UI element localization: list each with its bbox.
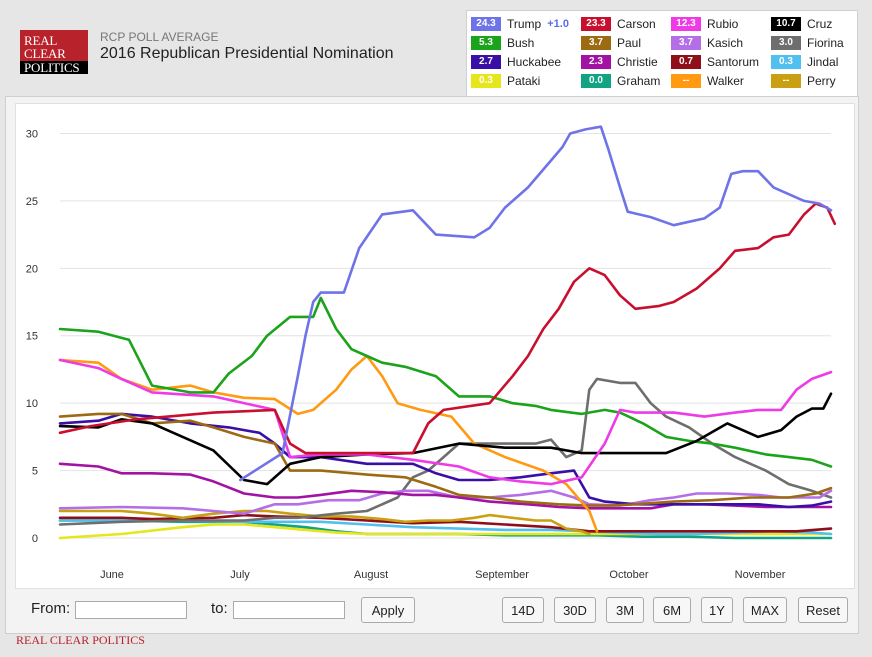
legend-label: Graham [617, 73, 661, 88]
legend-item-kasich[interactable]: 3.7 Kasich [671, 35, 743, 51]
legend-item-trump[interactable]: 24.3 Trump +1.0 [471, 16, 569, 32]
legend-value-badge: 0.3 [471, 73, 501, 88]
legend-item-perry[interactable]: -- Perry [771, 73, 836, 89]
series-line-cruz [58, 392, 833, 486]
series-line-perry [58, 509, 591, 536]
legend-label: Carson [617, 16, 656, 31]
legend-value-badge: 3.7 [671, 35, 701, 50]
legend-label: Santorum [707, 54, 760, 69]
legend-value-badge: 2.3 [581, 54, 611, 69]
y-tick-label: 10 [26, 398, 38, 410]
legend: 24.3 Trump +1.0 23.3 Carson 12.3 Rubio 10.7 Cruz… [466, 10, 858, 97]
legend-item-jindal[interactable]: 0.3 Jindal [771, 54, 838, 70]
legend-value-badge: 5.3 [471, 35, 501, 50]
legend-item-bush[interactable]: 5.3 Bush [471, 35, 534, 51]
chart-title: 2016 Republican Presidential Nomination [100, 45, 394, 62]
chart-subtitle: RCP POLL AVERAGE [100, 30, 219, 44]
series-line-kasich [58, 489, 833, 515]
rcp-logo[interactable]: REAL CLEAR POLITICS [20, 30, 88, 74]
x-tick-label: November [735, 569, 786, 581]
legend-label: Cruz [807, 16, 833, 31]
footer-brand[interactable]: REAL CLEAR POLITICS [16, 633, 145, 647]
legend-item-cruz[interactable]: 10.7 Cruz [771, 16, 832, 32]
legend-item-paul[interactable]: 3.7 Paul [581, 35, 641, 51]
legend-label: Bush [507, 35, 535, 50]
y-tick-label: 0 [32, 533, 38, 545]
legend-value-badge: 0.3 [771, 54, 801, 69]
range-1y-button[interactable]: 1Y [701, 597, 733, 623]
from-date-input[interactable] [75, 601, 187, 619]
legend-value-badge: 3.7 [581, 35, 611, 50]
series-line-fiorina [58, 377, 833, 526]
legend-label: Walker [707, 73, 744, 88]
range-30d-button[interactable]: 30D [554, 597, 596, 623]
legend-item-christie[interactable]: 2.3 Christie [581, 54, 658, 70]
series-line-bush [58, 296, 833, 468]
apply-button[interactable]: Apply [361, 597, 415, 623]
legend-label: Fiorina [807, 35, 844, 50]
series-line-paul [58, 412, 833, 507]
range-6m-button[interactable]: 6M [653, 597, 691, 623]
legend-label: Kasich [707, 35, 744, 50]
range-3m-button[interactable]: 3M [606, 597, 644, 623]
legend-value-badge: 3.0 [771, 35, 801, 50]
legend-item-pataki[interactable]: 0.3 Pataki [471, 73, 540, 89]
to-date-input[interactable] [233, 601, 345, 619]
x-tick-label: August [354, 569, 388, 581]
legend-label: Christie [617, 54, 658, 69]
legend-label: Perry [807, 73, 836, 88]
header: REAL CLEAR POLITICS RCP POLL AVERAGE 201… [0, 0, 872, 97]
legend-item-huckabee[interactable]: 2.7 Huckabee [471, 54, 561, 70]
legend-label: Trump [507, 16, 542, 31]
range-14d-button[interactable]: 14D [502, 597, 544, 623]
logo-line-1: REAL [24, 33, 58, 48]
legend-label: Paul [617, 35, 642, 50]
legend-item-fiorina[interactable]: 3.0 Fiorina [771, 35, 844, 51]
series-line-trump [239, 125, 833, 482]
line-chart: 0 5 10 15 20 25 30 June July August September Octob… [26, 125, 837, 581]
legend-value-badge: -- [671, 73, 701, 88]
legend-label: Rubio [707, 16, 739, 31]
y-tick-label: 15 [26, 331, 38, 343]
range-controls: From: to: Apply 14D 30D 3M 6M 1Y MAX Res… [15, 592, 853, 628]
legend-value-badge: 0.7 [671, 54, 701, 69]
logo-line-2: CLEAR [24, 46, 66, 61]
plot-area: 0 5 10 15 20 25 30 June July August September Octob… [15, 103, 855, 589]
legend-value-badge: 24.3 [471, 16, 501, 31]
x-tick-label: June [100, 569, 124, 581]
y-tick-label: 20 [26, 263, 38, 275]
legend-item-carson[interactable]: 23.3 Carson [581, 16, 656, 32]
reset-button[interactable]: Reset [798, 597, 848, 623]
series-line-carson [58, 202, 837, 455]
legend-change: +1.0 [547, 17, 569, 30]
series-line-santorum [58, 513, 833, 533]
to-label: to: [211, 600, 228, 617]
legend-value-badge: 12.3 [671, 16, 701, 31]
legend-value-badge: 0.0 [581, 73, 611, 88]
range-max-button[interactable]: MAX [743, 597, 787, 623]
legend-value-badge: 10.7 [771, 16, 801, 31]
y-tick-label: 30 [26, 128, 38, 140]
legend-item-walker[interactable]: -- Walker [671, 73, 744, 89]
x-tick-label: September [475, 569, 529, 581]
legend-item-graham[interactable]: 0.0 Graham [581, 73, 660, 89]
legend-label: Jindal [807, 54, 839, 69]
legend-item-rubio[interactable]: 12.3 Rubio [671, 16, 738, 32]
legend-label: Pataki [507, 73, 541, 88]
x-tick-label: October [609, 569, 648, 581]
legend-item-santorum[interactable]: 0.7 Santorum [671, 54, 759, 70]
logo-line-3: POLITICS [20, 61, 88, 74]
legend-value-badge: 23.3 [581, 16, 611, 31]
series-line-rubio [58, 358, 833, 486]
from-label: From: [31, 600, 71, 617]
x-tick-label: July [230, 569, 250, 581]
y-tick-label: 25 [26, 196, 38, 208]
y-tick-label: 5 [32, 466, 38, 478]
legend-value-badge: 2.7 [471, 54, 501, 69]
legend-label: Huckabee [507, 54, 562, 69]
series-line-walker [58, 354, 599, 533]
legend-value-badge: -- [771, 73, 801, 88]
